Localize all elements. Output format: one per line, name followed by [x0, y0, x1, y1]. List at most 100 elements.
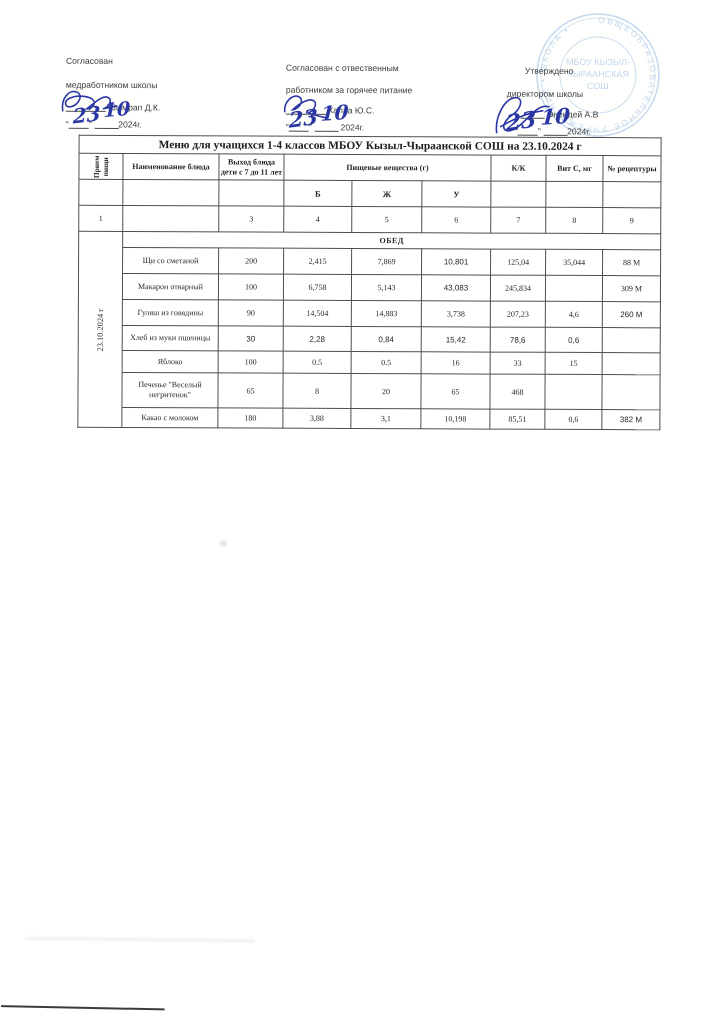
- empty-cell: [122, 179, 219, 206]
- col-number: 4: [283, 206, 352, 233]
- dish-value: 10,198: [420, 408, 490, 430]
- year-label: 2024г.: [340, 122, 365, 133]
- dish-value: 180: [217, 407, 283, 429]
- dish-value: [545, 275, 603, 302]
- menu-table: Меню для учащихся 1-4 классов МБОУ Кызыл…: [77, 135, 662, 431]
- header-dish: Наименование блюда: [122, 153, 220, 180]
- dish-value: 245,834: [490, 275, 546, 302]
- empty-cell: [78, 179, 123, 206]
- col-number: 8: [545, 207, 603, 234]
- approval-block-medworker: Согласован медработником школы Шымрап Д.…: [65, 55, 161, 130]
- dish-value: 125,04: [490, 249, 546, 276]
- dish-name: Какао с молоком: [121, 407, 218, 428]
- dish-value: 3,88: [282, 408, 351, 429]
- dish-value: 0.5: [351, 351, 422, 374]
- stamp-outer-ring: [536, 13, 660, 137]
- approver-name: Шымрап Д.К.: [108, 102, 161, 113]
- menu-row: Гуляш из говядины 90 14,504 14,883 3,738 207,…: [78, 299, 661, 328]
- dish-value: 260 М: [602, 301, 661, 328]
- col-number: 1: [78, 205, 123, 232]
- subheader-carbs: У: [421, 180, 491, 208]
- menu-row: Макарон отварный 100 6,758 5,143 43,083 245,8…: [78, 273, 661, 302]
- school-stamp: ОБЩЕОБРАЗОВАТЕЛЬНОЕ УЧРЕЖДЕНИЕ • ШКОЛА •…: [536, 13, 660, 137]
- menu-row: Яблоко 100 0.5 0.5 16 33 15: [78, 350, 661, 375]
- approver-name: Калаа Ю.С.: [328, 105, 375, 116]
- scan-dot-artifact: [219, 540, 227, 547]
- dish-value: 65: [217, 372, 284, 409]
- year-label: 2024г.: [567, 126, 591, 137]
- stamp-outer-ring2: [540, 17, 656, 133]
- dish-value: 0.5: [283, 351, 352, 374]
- dish-value: 0,6: [544, 409, 602, 430]
- stamp-inner-line3: СОШ: [587, 81, 609, 91]
- approval-block-director: Утверждено директором школы Энендей А.В …: [506, 65, 599, 137]
- day-blank: [68, 119, 89, 130]
- dish-value: 15: [545, 352, 603, 375]
- menu-row: Какао с молоком 180 3,88 3,1 10,198 85,51 0,6 3…: [78, 407, 660, 430]
- col-number: 9: [602, 207, 661, 234]
- dish-value: 200: [218, 247, 284, 275]
- dish-value: 2,415: [283, 248, 352, 275]
- dish-name: Яблоко: [122, 350, 219, 373]
- dish-value: 468: [489, 374, 546, 410]
- dish-value: 14,883: [351, 300, 422, 327]
- approval-line2: работником за горячее питание: [285, 84, 413, 95]
- dish-value: 100: [218, 350, 284, 374]
- header-vitc: Вит С, мг: [545, 155, 604, 182]
- dish-value: 78,6: [490, 327, 546, 353]
- month-blank: [543, 126, 568, 137]
- dish-value: [602, 327, 661, 353]
- month-blank: [314, 122, 339, 133]
- dish-value: 8: [282, 373, 352, 409]
- dish-value: 4,6: [545, 301, 603, 328]
- dish-value: 43,083: [421, 274, 491, 302]
- dish-value: 2,28: [283, 326, 352, 352]
- approval-line2: медработником школы: [65, 79, 158, 90]
- header-nutrients: Пищевые вещества (г): [283, 154, 492, 182]
- dish-value: 20: [350, 373, 422, 409]
- dish-value: [601, 374, 661, 410]
- dish-value: 100: [218, 273, 284, 301]
- dish-value: 3,1: [350, 408, 421, 429]
- dish-value: 10,801: [421, 248, 491, 276]
- dish-value: 15,42: [421, 326, 491, 353]
- date-label: 23.10.2024 г: [95, 307, 105, 351]
- dish-value: [602, 352, 661, 375]
- col-number: [122, 205, 219, 232]
- col-number: 7: [490, 207, 546, 234]
- approval-line1: Согласован: [65, 55, 113, 66]
- approval-line1: Согласован с отвественным: [285, 62, 399, 74]
- signature-blank: [285, 105, 326, 116]
- empty-cell: [545, 181, 603, 208]
- table-header-row: Прием пищи Наименование блюда Выход блюд…: [78, 153, 662, 182]
- dish-value: 0,6: [545, 327, 603, 353]
- menu-row: Щи со сметаной 200 2,415 7,869 10,801 125,04 3…: [79, 247, 661, 276]
- nutrient-subheader-row: Б Ж У: [78, 179, 661, 208]
- dish-value: [544, 374, 603, 410]
- dish-value: 88 М: [602, 249, 661, 276]
- stamp-inner-line1: МБОУ КЫЗЫЛ-: [566, 57, 630, 67]
- subheader-protein: Б: [283, 180, 352, 207]
- dish-value: 6,758: [283, 274, 352, 301]
- dish-value: 207,23: [490, 301, 546, 328]
- paper-edge-line: [0, 1005, 165, 1011]
- subheader-fat: Ж: [351, 180, 422, 207]
- day-blank: [288, 122, 309, 132]
- approval-block-catering: Согласован с отвественным работником за …: [285, 62, 413, 133]
- dish-value: 0,84: [351, 326, 422, 352]
- approval-line1: Утверждено: [524, 65, 574, 76]
- dish-value: 16: [421, 351, 491, 375]
- month-blank: [94, 120, 119, 130]
- dish-name: Щи со сметаной: [122, 247, 219, 274]
- dish-value: 30: [218, 325, 284, 352]
- stamp-inner-ring: [559, 36, 637, 114]
- approver-name: Энендей А.В: [547, 109, 599, 120]
- dish-name: Печенье "Веселый негритенок": [121, 372, 219, 408]
- column-number-row: 1 3 4 5 6 7 8 9: [78, 205, 661, 234]
- col-number: 3: [218, 205, 284, 233]
- stamp-inner-line2: ЧЫРААНСКАЯ: [567, 69, 629, 79]
- dish-value: 5,143: [351, 274, 422, 301]
- dish-value: 382 М: [601, 409, 660, 430]
- dish-name: Хлеб из муки пшеницы: [122, 325, 219, 351]
